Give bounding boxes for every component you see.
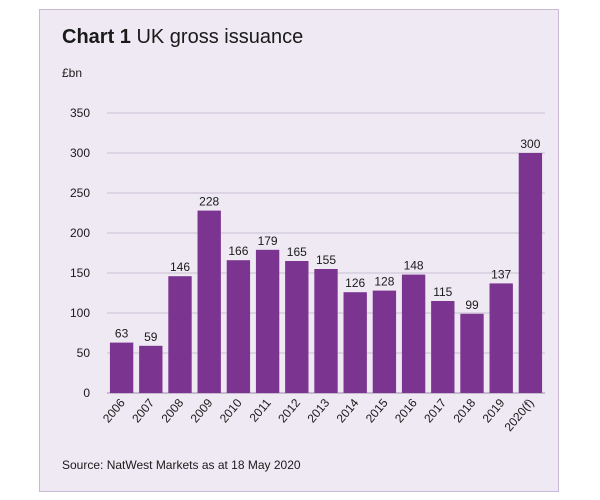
bar-chart: 0 50 100 150 200 250 300 350 63 2006 59 2007 146 2008… [70,106,545,434]
y-tick-label: 250 [70,186,90,200]
x-tick-label: 2016 [392,396,420,426]
x-tick-label: 2006 [100,396,128,426]
bar [401,274,426,393]
bar [168,276,192,393]
bar [139,345,163,393]
x-tick-label: 2020(f) [502,396,537,434]
chart-title-number: Chart 1 [62,26,131,48]
bar [343,292,367,393]
y-tick-label: 0 [83,386,90,400]
chart-title: Chart 1 UK gross issuance [62,26,303,49]
chart-source: Source: NatWest Markets as at 18 May 202… [62,458,301,472]
chart-panel: Chart 1 UK gross issuance £bn 0 50 100 150 2… [39,9,559,492]
x-tick-label: 2015 [363,396,391,426]
y-tick-label: 150 [70,266,90,280]
bar [431,301,455,393]
x-tick-label: 2008 [158,396,186,426]
bar-value-label: 166 [228,244,248,258]
x-tick-label: 2013 [304,396,332,426]
y-tick-label: 300 [70,146,90,160]
bar-value-label: 300 [520,137,540,151]
bar-value-label: 179 [258,234,278,248]
bar [314,269,338,393]
bar [489,283,513,393]
bar-value-label: 63 [115,327,129,341]
bar-value-label: 146 [170,260,190,274]
chart-title-text: UK gross issuance [136,26,304,48]
bar-value-label: 115 [433,285,452,299]
bar [460,313,484,393]
bar [372,290,397,393]
bar [197,210,221,393]
bar-value-label: 59 [144,330,158,344]
x-tick-label: 2012 [275,396,303,426]
bar-value-label: 228 [199,195,219,209]
bar-value-label: 148 [404,259,424,273]
x-tick-label: 2019 [480,396,508,426]
bar [109,342,134,393]
y-tick-label: 350 [70,106,90,120]
y-tick-label: 50 [77,346,91,360]
x-tick-label: 2014 [334,396,362,426]
bar [518,153,543,393]
bar-value-label: 155 [316,253,336,267]
y-tick-label: 100 [70,306,90,320]
x-tick-label: 2011 [247,396,275,425]
x-tick-label: 2017 [421,396,449,426]
x-tick-label: 2010 [217,396,245,426]
bar-value-label: 128 [374,275,394,289]
bar [285,261,309,393]
bar-value-label: 126 [345,276,365,290]
bar-value-label: 137 [491,267,511,281]
y-tick-label: 200 [70,226,90,240]
x-tick-label: 2018 [450,396,478,426]
bar [226,260,251,393]
bar-value-label: 165 [287,245,307,259]
x-tick-label: 2009 [188,396,216,426]
bar [255,249,280,393]
x-tick-label: 2007 [129,396,157,426]
y-axis-unit: £bn [62,66,83,80]
bar-value-label: 99 [465,298,479,312]
